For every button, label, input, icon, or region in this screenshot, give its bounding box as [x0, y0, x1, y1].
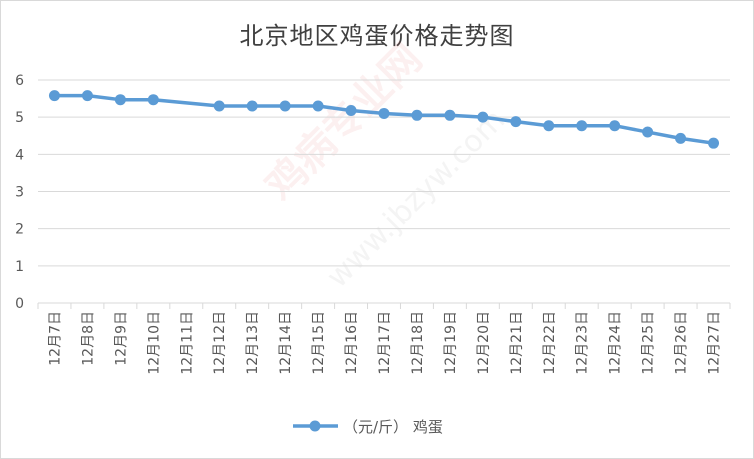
x-tick-label: 12月26日: [674, 311, 690, 375]
data-point: [81, 90, 93, 102]
x-tick-label: 12月25日: [641, 311, 657, 375]
x-tick-label: 12月16日: [344, 311, 360, 375]
data-point: [576, 120, 588, 132]
data-point: [312, 100, 324, 112]
x-tick-label: 12月9日: [113, 311, 129, 366]
x-tick-label: 12月27日: [707, 311, 723, 375]
data-point: [444, 109, 456, 121]
legend-label: （元/斤） 鸡蛋: [343, 418, 443, 436]
x-tick-label: 12月14日: [278, 311, 294, 375]
y-tick-label: 5: [15, 110, 24, 126]
data-point: [279, 100, 291, 112]
data-point: [411, 109, 423, 121]
y-tick-label: 4: [15, 147, 24, 163]
y-axis-ticks: 0 1 2 3 4 5 6: [15, 73, 24, 312]
y-tick-label: 0: [15, 296, 24, 312]
y-tick-label: 2: [15, 222, 24, 238]
data-point: [147, 94, 159, 106]
data-point: [675, 132, 687, 144]
y-tick-label: 3: [15, 185, 24, 201]
x-tick-label: 12月7日: [47, 311, 63, 366]
data-point: [642, 126, 654, 138]
data-point: [378, 107, 390, 119]
y-tick-label: 6: [15, 73, 24, 89]
series-layer: [48, 90, 720, 149]
y-tick-label: 1: [15, 259, 24, 275]
data-point: [609, 120, 621, 132]
x-tick-label: 12月23日: [575, 311, 591, 375]
x-axis-ticks: 12月7日 12月8日 12月9日 12月10日 12月11日 12月12日 12月13日 1…: [37, 303, 731, 375]
x-tick-label: 12月24日: [608, 311, 624, 375]
legend-dot-marker: [309, 420, 321, 432]
x-tick-label: 12月13日: [245, 311, 261, 375]
x-tick-label: 12月20日: [476, 311, 492, 375]
data-point: [213, 100, 225, 112]
legend: （元/斤） 鸡蛋: [293, 418, 443, 436]
x-tick-label: 12月11日: [179, 311, 195, 375]
data-point: [708, 137, 720, 149]
x-tick-label: 12月8日: [80, 311, 96, 366]
data-point: [510, 116, 522, 128]
chart-title: 北京地区鸡蛋价格走势图: [239, 22, 515, 50]
x-tick-label: 12月19日: [443, 311, 459, 375]
x-tick-label: 12月17日: [377, 311, 393, 375]
data-point: [477, 111, 489, 123]
data-point: [543, 120, 555, 132]
x-tick-label: 12月22日: [542, 311, 558, 375]
x-tick-label: 12月18日: [410, 311, 426, 375]
x-tick-label: 12月15日: [311, 311, 327, 375]
data-point: [246, 100, 258, 112]
x-tick-label: 12月21日: [509, 311, 525, 375]
x-tick-label: 12月10日: [146, 311, 162, 375]
x-tick-label: 12月12日: [212, 311, 228, 375]
data-point: [114, 94, 126, 106]
data-point: [48, 90, 60, 102]
data-point: [345, 104, 357, 116]
